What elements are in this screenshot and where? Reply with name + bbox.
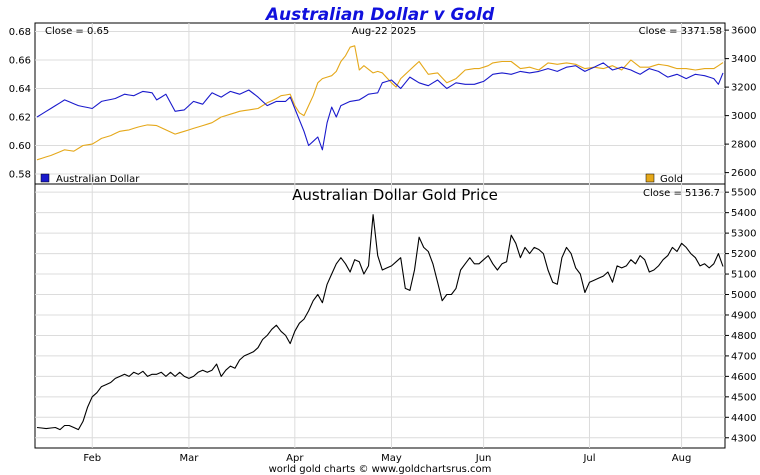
y-right-tick-label: 5100: [731, 270, 756, 281]
y-right-tick-label: 4400: [731, 413, 756, 424]
aud-series-line: [36, 62, 724, 151]
legend-swatch-aud: [40, 173, 50, 183]
x-tick-label: Feb: [83, 453, 101, 464]
axis-layer: Feb Mar Apr May Jun Jul Aug 0.58 0.60 0.62 0.64 0.6…: [9, 26, 757, 464]
series-layer: [36, 45, 724, 431]
bottom-panel-frame: [34, 183, 726, 449]
legend-label-aud: Australian Dollar: [56, 174, 140, 185]
y-left-tick-label: 0.68: [9, 27, 31, 38]
y-right-tick-label: 5500: [731, 188, 756, 199]
x-tick-label: Jul: [582, 453, 595, 464]
y-right-tick-label: 4500: [731, 392, 756, 403]
top-date-label: Aug-22 2025: [352, 26, 417, 37]
y-right-tick-label: 3000: [731, 111, 756, 122]
footer-credit: world gold charts © www.goldchartsrus.co…: [269, 464, 492, 475]
y-right-tick-label: 3600: [731, 26, 756, 37]
y-right-tick-label: 5400: [731, 208, 756, 219]
y-right-tick-label: 5000: [731, 290, 756, 301]
y-right-tick-label: 5300: [731, 229, 756, 240]
chart-title: Australian Dollar v Gold: [264, 5, 495, 25]
x-tick-label: Aug: [672, 453, 692, 464]
x-tick-label: Apr: [286, 453, 304, 464]
bottom-close-right: Close = 5136.7: [643, 188, 720, 199]
y-right-tick-label: 4600: [731, 372, 756, 383]
legend-swatch-gold: [645, 173, 655, 183]
y-left-tick-label: 0.60: [9, 141, 31, 152]
x-tick-label: Mar: [179, 453, 199, 464]
top-close-left: Close = 0.65: [45, 26, 109, 37]
y-right-tick-label: 4900: [731, 310, 756, 321]
top-panel-frame: [34, 22, 726, 185]
y-right-tick-label: 5200: [731, 249, 756, 260]
y-right-tick-label: 4700: [731, 351, 756, 362]
y-right-tick-label: 4300: [731, 433, 756, 444]
grid-layer: [35, 23, 725, 448]
legend-label-gold: Gold: [660, 174, 683, 185]
aud-gold-price-line: [36, 214, 724, 431]
x-tick-label: Jun: [475, 453, 492, 464]
y-right-tick-label: 3400: [731, 54, 756, 65]
y-left-tick-label: 0.66: [9, 56, 31, 67]
y-right-tick-label: 2600: [731, 168, 756, 179]
y-left-tick-label: 0.58: [9, 170, 31, 181]
x-tick-label: May: [381, 453, 402, 464]
y-right-tick-label: 2800: [731, 140, 756, 151]
y-right-tick-label: 4800: [731, 331, 756, 342]
y-left-tick-label: 0.62: [9, 113, 31, 124]
y-left-tick-label: 0.64: [9, 84, 31, 95]
y-right-tick-label: 3200: [731, 83, 756, 94]
bottom-panel-title: Australian Dollar Gold Price: [292, 186, 498, 204]
top-close-right: Close = 3371.58: [639, 26, 722, 37]
